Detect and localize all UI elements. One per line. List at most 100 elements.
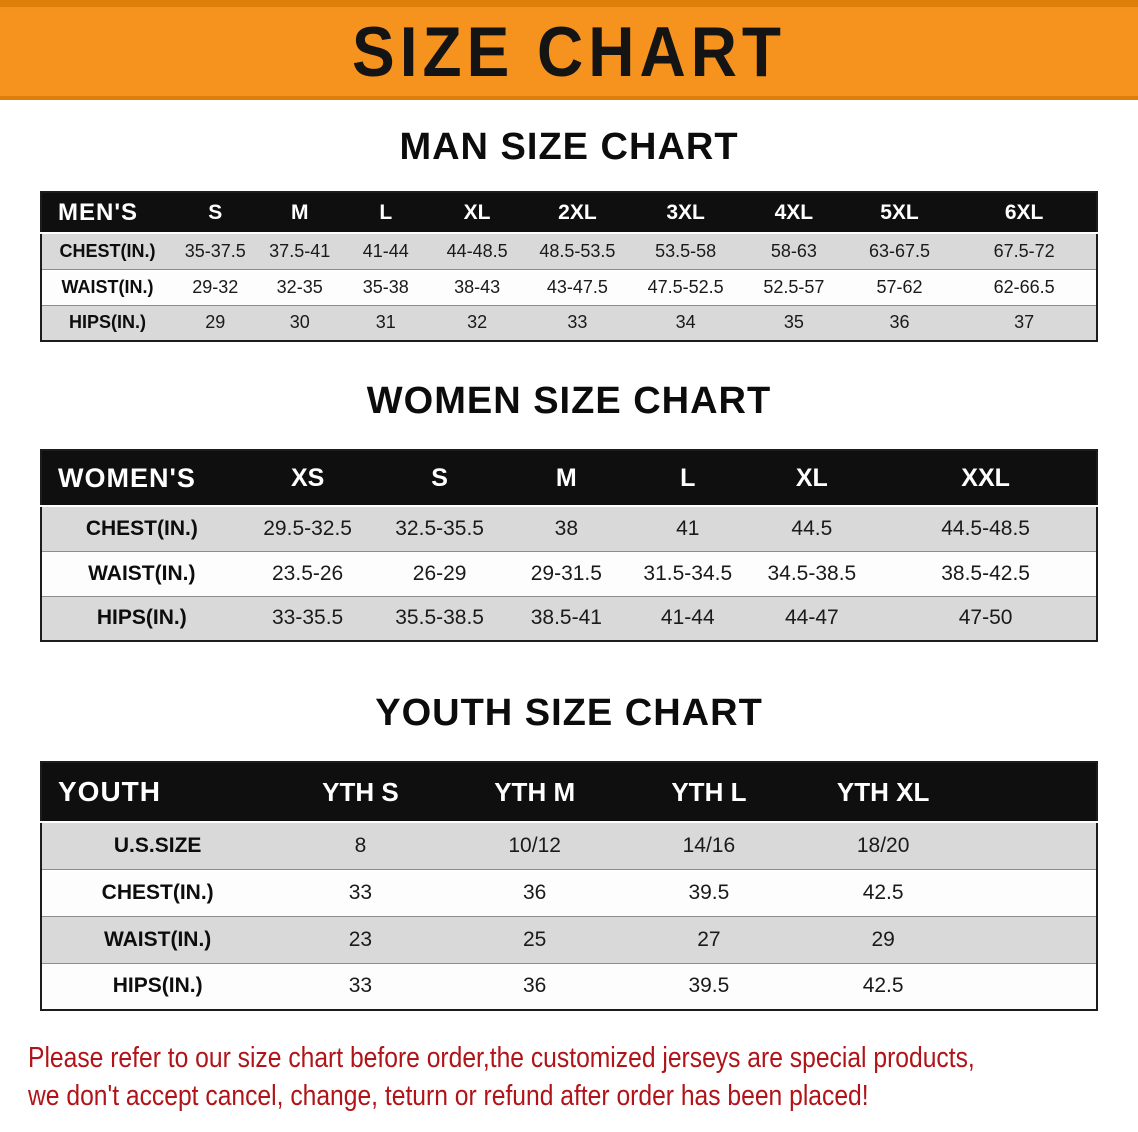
size-value-cell: 44.5-48.5 <box>941 516 1030 540</box>
size-value-cell: 23.5-26 <box>272 561 344 585</box>
size-value-cell: 41-44 <box>362 240 409 261</box>
size-value-cell: 30 <box>289 312 310 333</box>
size-column-header: M <box>257 192 342 234</box>
size-value-cell: 44-47 <box>785 606 839 630</box>
size-value-cell: 31 <box>375 312 396 333</box>
women-hips-row: HIPS(IN.) 33-35.5 35.5-38.5 38.5-41 41-4… <box>41 596 1097 641</box>
size-value-cell: 38-43 <box>454 276 501 297</box>
size-value-cell: 35 <box>783 312 804 333</box>
size-column-header: 6XL <box>952 192 1097 234</box>
women-size-table: WOMEN'S XS S M L XL XXL CHEST(IN.) 29.5-… <box>40 449 1098 642</box>
size-value-cell: 34 <box>675 312 696 333</box>
size-column-header: S <box>173 192 258 234</box>
size-value-cell: 53.5-58 <box>655 240 717 261</box>
size-column-header: XL <box>429 192 525 234</box>
spacer-cell <box>970 916 1097 963</box>
size-value-cell: 27 <box>697 927 721 951</box>
size-value-cell: 39.5 <box>688 974 730 998</box>
size-value-cell: 39.5 <box>688 880 730 904</box>
youth-header-row: YOUTH YTH S YTH M YTH L YTH XL <box>41 762 1097 823</box>
size-value-cell: 38.5-42.5 <box>941 561 1030 585</box>
size-value-cell: 10/12 <box>508 833 561 857</box>
size-value-cell: 57-62 <box>876 276 923 297</box>
size-value-cell: 29 <box>871 927 895 951</box>
size-value-cell: 62-66.5 <box>993 276 1055 297</box>
women-table-title: WOMEN'S <box>41 450 242 507</box>
row-label: CHEST(IN.) <box>101 880 214 904</box>
size-column-header: YTH L <box>621 762 797 823</box>
size-column-header: YTH S <box>273 762 448 823</box>
size-value-cell: 47-50 <box>958 606 1013 630</box>
size-value-cell: 34.5-38.5 <box>767 561 857 585</box>
row-label: CHEST(IN.) <box>85 516 198 540</box>
men-header-row: MEN'S S M L XL 2XL 3XL 4XL 5XL 6XL <box>41 192 1097 234</box>
men-table-title: MEN'S <box>41 192 173 234</box>
row-label: WAIST(IN.) <box>88 561 196 585</box>
row-label: CHEST(IN.) <box>59 240 156 261</box>
men-section-heading: MAN SIZE CHART <box>399 126 739 168</box>
size-value-cell: 18/20 <box>856 833 910 857</box>
men-waist-row: WAIST(IN.) 29-32 32-35 35-38 38-43 43-47… <box>41 269 1097 305</box>
disclaimer-text: Please refer to our size chart before or… <box>0 1039 1138 1115</box>
size-chart-banner: SIZE CHART <box>0 0 1138 100</box>
women-waist-row: WAIST(IN.) 23.5-26 26-29 29-31.5 31.5-34… <box>41 551 1097 596</box>
women-section-heading: WOMEN SIZE CHART <box>366 380 772 422</box>
size-value-cell: 29 <box>205 312 226 333</box>
youth-ussize-row: U.S.SIZE 8 10/12 14/16 18/20 <box>41 822 1097 869</box>
size-column-header: 4XL <box>741 192 847 234</box>
disclaimer-line-1: Please refer to our size chart before or… <box>28 1042 975 1074</box>
size-column-header: S <box>373 450 506 507</box>
size-column-header: 2XL <box>524 192 631 234</box>
row-label: HIPS(IN.) <box>112 974 203 998</box>
size-column-header: XXL <box>875 450 1097 507</box>
disclaimer-line-2: we don't accept cancel, change, teturn o… <box>28 1080 869 1112</box>
size-value-cell: 44-48.5 <box>446 240 508 261</box>
size-value-cell: 58-63 <box>770 240 817 261</box>
spacer-cell <box>970 822 1097 869</box>
size-value-cell: 63-67.5 <box>868 240 930 261</box>
size-value-cell: 35.5-38.5 <box>395 606 484 630</box>
row-label: WAIST(IN.) <box>61 276 154 297</box>
youth-waist-row: WAIST(IN.) 23 25 27 29 <box>41 916 1097 963</box>
size-value-cell: 43-47.5 <box>546 276 608 297</box>
size-value-cell: 47.5-52.5 <box>647 276 724 297</box>
size-value-cell: 31.5-34.5 <box>643 561 733 585</box>
size-value-cell: 33 <box>567 312 588 333</box>
size-value-cell: 36 <box>889 312 910 333</box>
size-value-cell: 48.5-53.5 <box>539 240 616 261</box>
youth-hips-row: HIPS(IN.) 33 36 39.5 42.5 <box>41 963 1097 1010</box>
size-value-cell: 32 <box>467 312 488 333</box>
size-column-header: M <box>505 450 628 507</box>
size-value-cell: 37.5-41 <box>269 240 331 261</box>
size-value-cell: 32-35 <box>276 276 323 297</box>
size-value-cell: 33-35.5 <box>272 606 344 630</box>
youth-section-heading: YOUTH SIZE CHART <box>375 692 763 734</box>
size-value-cell: 32.5-35.5 <box>395 516 484 540</box>
size-value-cell: 35-38 <box>362 276 409 297</box>
size-column-header: 5XL <box>846 192 953 234</box>
size-value-cell: 42.5 <box>862 880 904 904</box>
size-column-header: L <box>341 192 430 234</box>
spacer-cell <box>970 963 1097 1010</box>
youth-table-title: YOUTH <box>41 762 274 823</box>
men-size-table: MEN'S S M L XL 2XL 3XL 4XL 5XL 6XL CHEST… <box>40 191 1098 342</box>
row-label: U.S.SIZE <box>113 833 202 857</box>
page-title: SIZE CHART <box>352 11 786 92</box>
size-value-cell: 23 <box>348 927 373 951</box>
size-column-header: XS <box>241 450 374 507</box>
row-label: HIPS(IN.) <box>68 312 146 333</box>
size-value-cell: 37 <box>1014 312 1035 333</box>
spacer-cell <box>970 869 1097 916</box>
size-value-cell: 42.5 <box>862 974 904 998</box>
size-value-cell: 67.5-72 <box>993 240 1055 261</box>
size-column-header: L <box>627 450 749 507</box>
size-column-header: YTH XL <box>796 762 971 823</box>
size-column-header: YTH M <box>447 762 622 823</box>
size-value-cell: 36 <box>522 880 547 904</box>
size-value-cell: 38.5-41 <box>530 606 602 630</box>
size-value-cell: 29-32 <box>192 276 239 297</box>
women-chest-row: CHEST(IN.) 29.5-32.5 32.5-35.5 38 41 44.… <box>41 506 1097 551</box>
size-value-cell: 29-31.5 <box>530 561 602 585</box>
row-label: WAIST(IN.) <box>103 927 212 951</box>
youth-chest-row: CHEST(IN.) 33 36 39.5 42.5 <box>41 869 1097 916</box>
